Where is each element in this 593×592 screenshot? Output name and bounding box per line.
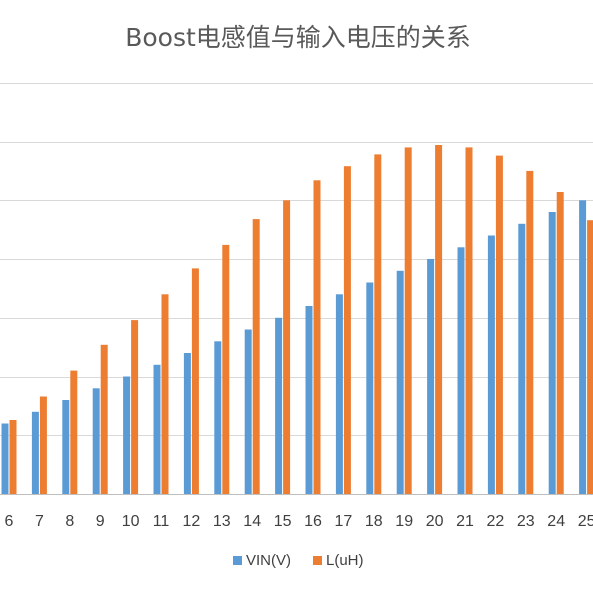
bar-vin-7 — [31, 411, 39, 495]
bar-vin-25 — [579, 200, 587, 495]
bar-l-20 — [435, 145, 443, 494]
x-tick-label: 20 — [426, 513, 444, 530]
bar-vin-11 — [153, 364, 161, 495]
bar-vin-22 — [487, 235, 495, 494]
x-tick-label: 14 — [243, 513, 261, 530]
bar-vin-24 — [548, 212, 556, 494]
x-tick-label: 23 — [517, 513, 535, 530]
x-axis: 6 7 8 9 10 11 12 13 14 15 16 17 18 19 20 21 22 23 24 25 — [0, 494, 593, 530]
bar-vin-18 — [366, 282, 374, 494]
x-tick-label: 12 — [183, 513, 201, 530]
x-tick-label: 21 — [456, 513, 474, 530]
bar-vin-16 — [305, 306, 313, 494]
bar-vin-23 — [518, 223, 526, 495]
bar-vin-14 — [244, 329, 252, 494]
bar-l-10 — [131, 320, 139, 494]
bar-l-9 — [100, 344, 108, 494]
bar-vin-10 — [123, 376, 131, 494]
bar-vin-13 — [214, 341, 222, 495]
bar-l-24 — [556, 192, 564, 494]
bar-l-8 — [70, 370, 78, 494]
bar-vin-12 — [183, 353, 191, 494]
bar-l-23 — [526, 170, 534, 494]
bar-l-11 — [161, 294, 169, 495]
bar-vin-8 — [62, 400, 70, 494]
x-tick-label: 6 — [5, 513, 14, 530]
x-tick-label: 22 — [487, 513, 505, 530]
x-tick-label: 25 — [578, 513, 593, 530]
legend-swatch-l — [313, 556, 322, 565]
x-tick-label: 17 — [335, 513, 353, 530]
gridlines — [0, 83, 593, 436]
x-tick-label: 15 — [274, 513, 292, 530]
bar-l-13 — [222, 244, 230, 494]
x-tick-label: 8 — [65, 513, 74, 530]
legend-label-l: L(uH) — [326, 552, 364, 569]
bar-l-7 — [39, 396, 47, 494]
bar-l-22 — [495, 155, 503, 494]
bar-l-18 — [374, 154, 382, 494]
bar-l-19 — [404, 147, 412, 494]
legend-label-vin: VIN(V) — [246, 552, 291, 569]
x-tick-label: 16 — [304, 513, 322, 530]
bar-vin-20 — [427, 259, 435, 494]
bar-l-25 — [587, 220, 593, 494]
bar-vin-21 — [457, 247, 465, 495]
bar-l-12 — [191, 268, 199, 494]
bar-l-16 — [313, 180, 321, 495]
bar-l-21 — [465, 147, 473, 494]
x-tick-label: 19 — [395, 513, 413, 530]
legend-swatch-vin — [233, 556, 242, 565]
bars — [1, 145, 593, 495]
bar-l-14 — [252, 219, 260, 494]
bar-l-15 — [283, 200, 291, 495]
bar-l-17 — [343, 166, 351, 494]
x-tick-label: 10 — [122, 513, 140, 530]
bar-vin-15 — [275, 317, 283, 495]
x-tick-label: 18 — [365, 513, 383, 530]
bar-vin-17 — [335, 294, 343, 495]
bar-vin-9 — [92, 388, 100, 495]
x-tick-label: 24 — [547, 513, 565, 530]
x-tick-label: 11 — [153, 513, 170, 530]
x-tick-label: 9 — [96, 513, 105, 530]
legend: VIN(V) L(uH) — [233, 552, 364, 569]
bar-l-6 — [9, 420, 17, 494]
chart-title: Boost电感值与输入电压的关系 — [125, 23, 471, 52]
bar-vin-19 — [396, 270, 404, 495]
x-tick-label: 7 — [35, 513, 44, 530]
x-tick-label: 13 — [213, 513, 231, 530]
bar-vin-6 — [1, 423, 9, 494]
